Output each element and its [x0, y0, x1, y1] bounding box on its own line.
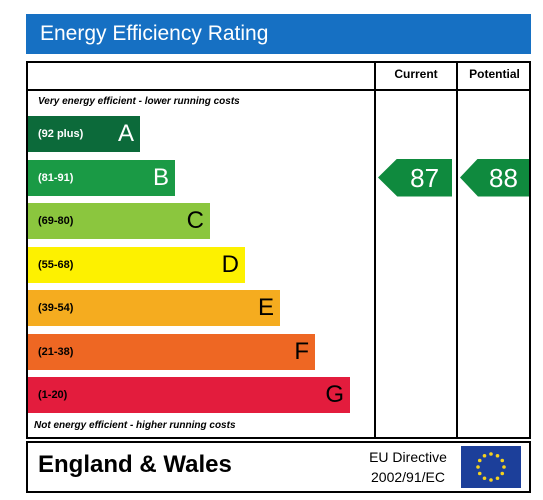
- band-g: (1-20) G: [28, 377, 350, 413]
- bottom-note: Not energy efficient - higher running co…: [34, 420, 236, 431]
- potential-rating-value: 88: [489, 162, 518, 193]
- band-a: (92 plus) A: [28, 116, 140, 152]
- chart-title: Energy Efficiency Rating: [26, 14, 531, 54]
- band-letter: E: [257, 294, 274, 321]
- band-letter: C: [186, 207, 204, 234]
- band-letter: F: [294, 337, 309, 365]
- directive-line-1: EU Directive: [369, 449, 447, 465]
- potential-rating-arrow: 88: [460, 158, 529, 197]
- band-e: (39-54) E: [28, 290, 280, 326]
- column-divider-potential: [456, 63, 458, 437]
- band-range-label: (69-80): [38, 215, 74, 227]
- top-note: Very energy efficient - lower running co…: [38, 96, 240, 107]
- band-range-label: (81-91): [38, 171, 74, 184]
- header-divider: [28, 89, 529, 91]
- footer: England & Wales EU Directive 2002/91/EC: [26, 441, 531, 493]
- band-b: (81-91) B: [28, 159, 175, 196]
- eu-directive: EU Directive 2002/91/EC: [358, 447, 458, 487]
- band-range-label: (39-54): [38, 302, 74, 314]
- eu-flag-icon: [461, 446, 521, 488]
- band-range-label: (1-20): [38, 389, 68, 401]
- band-d: (55-68) D: [28, 246, 245, 283]
- band-range-label: (92 plus): [38, 128, 84, 140]
- column-divider-current: [374, 63, 376, 437]
- band-letter: B: [152, 163, 169, 191]
- band-range-label: (21-38): [38, 345, 74, 358]
- band-letter: G: [325, 381, 344, 408]
- country-label: England & Wales: [38, 451, 232, 478]
- band-letter: A: [117, 120, 134, 147]
- band-c: (69-80) C: [28, 203, 210, 239]
- current-column-header: Current: [394, 67, 438, 81]
- band-f: (21-38) F: [28, 333, 315, 370]
- directive-line-2: 2002/91/EC: [371, 469, 445, 485]
- current-rating-value: 87: [410, 162, 440, 193]
- potential-column-header: Potential: [469, 67, 520, 81]
- current-rating-arrow: 87: [378, 158, 452, 197]
- band-letter: D: [221, 250, 239, 278]
- rating-table: Current Potential Very energy efficient …: [26, 61, 531, 439]
- band-range-label: (55-68): [38, 258, 74, 271]
